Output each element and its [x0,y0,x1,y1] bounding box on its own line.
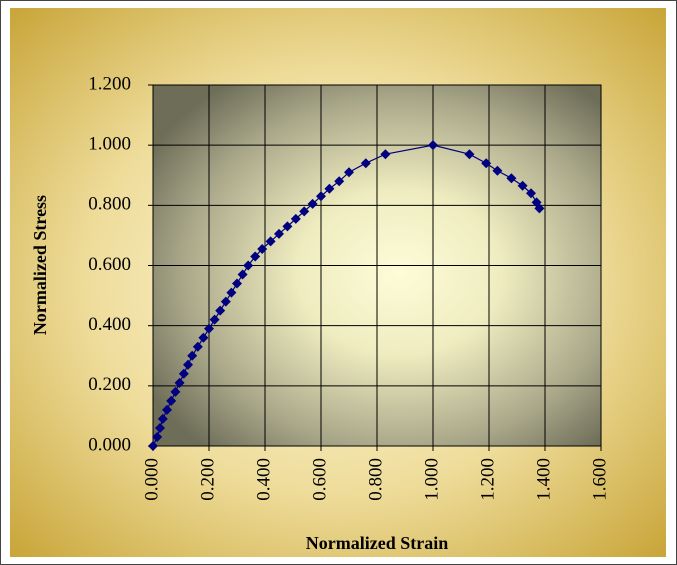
marker [428,140,438,151]
x-tick-label: 1.600 [589,458,610,501]
marker [170,386,181,397]
marker [178,368,189,379]
marker [534,203,545,214]
marker [282,221,293,232]
marker [380,149,391,160]
marker [226,287,237,298]
marker [492,165,503,176]
y-tick-label: 1.200 [88,73,131,94]
marker [334,176,345,187]
marker [237,269,248,280]
x-tick-label: 0.200 [197,458,218,501]
marker [155,422,165,433]
marker [316,191,326,202]
y-axis-title: Normalized Stress [30,195,50,335]
marker [290,213,301,224]
marker [204,323,214,334]
marker [250,251,261,262]
marker [157,413,168,424]
marker [215,305,226,316]
y-tick-label: 0.000 [88,434,131,455]
x-tick-label: 0.400 [253,458,274,501]
marker [220,296,231,307]
y-tick-label: 0.800 [88,194,131,215]
x-tick-label: 1.200 [477,458,498,501]
marker [307,198,318,209]
y-tick-label: 0.200 [88,374,131,395]
marker [464,149,475,160]
marker [174,377,185,388]
y-tick-label: 1.000 [88,134,131,155]
marker [152,431,163,442]
x-tick-label: 0.000 [141,458,162,501]
marker [481,158,492,169]
marker [299,206,310,217]
marker [166,395,177,406]
marker [360,158,371,169]
marker [148,441,158,451]
marker [274,228,284,239]
x-axis-title: Normalized Strain [306,533,448,553]
marker [243,260,254,271]
marker [506,173,517,184]
x-tick-label: 1.000 [421,458,442,501]
marker [265,236,276,247]
marker [187,350,198,361]
x-tick-label: 0.800 [365,458,386,501]
plot-border [152,84,602,447]
marker [209,314,220,325]
marker [183,359,193,370]
marker [232,278,242,289]
marker [517,180,528,191]
x-tick-label: 1.400 [533,458,554,501]
marker [526,188,536,199]
marker [257,243,268,254]
marker [192,341,203,352]
marker [162,404,172,415]
x-tick-label: 0.600 [309,458,330,501]
y-tick-label: 0.400 [88,314,131,335]
y-tick-label: 0.600 [88,254,131,275]
marker [344,167,354,178]
marker [198,332,209,343]
marker [324,183,335,194]
